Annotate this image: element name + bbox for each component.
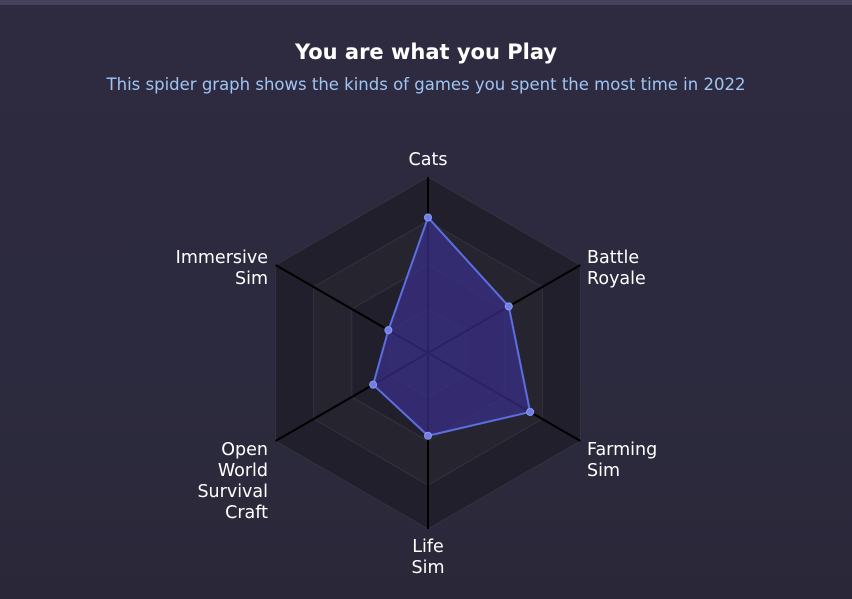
axis-label-life-sim: Life Sim — [378, 537, 478, 579]
radar-point-5[interactable] — [385, 327, 392, 334]
axis-label-open-world-survival-craft: Open World Survival Craft — [150, 440, 268, 524]
radar-point-1[interactable] — [505, 303, 512, 310]
radar-point-4[interactable] — [370, 381, 377, 388]
radar-point-3[interactable] — [425, 432, 432, 439]
radar-point-0[interactable] — [425, 214, 432, 221]
radar-point-2[interactable] — [527, 408, 534, 415]
axis-label-battle-royale: Battle Royale — [587, 248, 646, 290]
axis-label-immersive-sim: Immersive Sim — [130, 248, 268, 290]
axis-label-cats: Cats — [378, 150, 478, 171]
axis-label-farming-sim: Farming Sim — [587, 440, 657, 482]
